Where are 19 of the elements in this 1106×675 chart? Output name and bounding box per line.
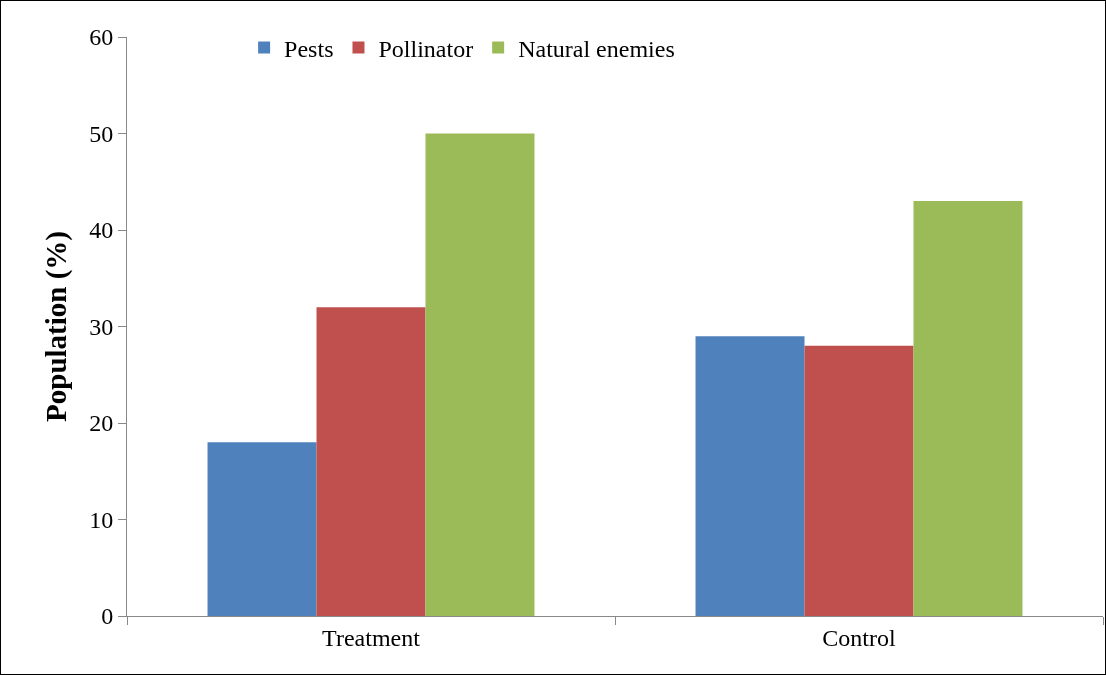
y-tick-label: 40 (89, 217, 114, 244)
y-tick-label: 10 (89, 506, 114, 533)
bar (207, 442, 317, 616)
x-tick-label: Treatment (322, 624, 421, 651)
legend-label: Pollinator (378, 35, 474, 62)
y-tick-label: 50 (89, 120, 114, 147)
y-axis-title: Population (%) (39, 231, 73, 422)
bar (695, 336, 805, 616)
y-tick-label: 60 (89, 24, 114, 51)
x-tick-label: Control (822, 624, 896, 651)
bar (913, 201, 1023, 616)
bar (316, 307, 426, 616)
y-tick-label: 30 (89, 313, 114, 340)
bar (804, 345, 914, 616)
legend-label: Pests (284, 35, 334, 62)
y-tick-label: 0 (101, 603, 114, 630)
bar (425, 133, 535, 616)
y-tick-label: 20 (89, 410, 114, 437)
legend-label: Natural enemies (518, 35, 675, 62)
